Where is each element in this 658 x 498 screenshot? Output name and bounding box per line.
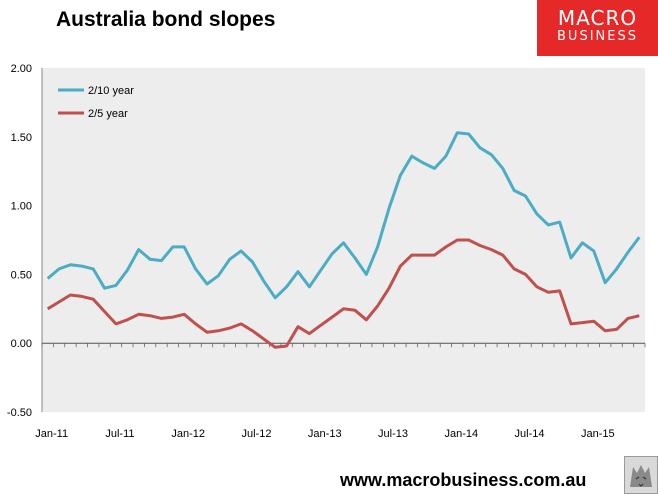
x-tick-label: Jan-14 (444, 428, 478, 440)
legend-label: 2/5 year (88, 108, 128, 120)
wolf-emblem-icon (624, 456, 658, 494)
macrobusiness-logo: MACRO BUSINESS (537, 0, 658, 56)
x-tick-label: Jan-15 (581, 428, 615, 440)
x-tick-label: Jan-12 (171, 428, 205, 440)
plot-area (42, 68, 645, 412)
y-tick-label: 0.00 (11, 338, 32, 350)
y-tick-label: 2.00 (11, 63, 32, 75)
y-tick-label: 1.50 (11, 132, 32, 144)
x-tick-label: Jul-11 (105, 428, 134, 440)
x-tick-label: Jul-14 (515, 428, 545, 440)
line-chart: 2.001.501.000.500.00-0.50 Jan-11 Jul-11 Ja… (7, 63, 646, 440)
x-tick-label: Jan-13 (308, 428, 342, 440)
legend-label: 2/10 year (88, 85, 134, 97)
series-layer (46, 131, 641, 349)
x-axis: Jan-11 Jul-11 Jan-12 Jul-12 Jan-13 Jul-13 Jan-… (35, 342, 646, 440)
series-line-2-10-year (46, 131, 641, 300)
y-tick-label: -0.50 (7, 407, 32, 419)
y-tick-label: 0.50 (11, 269, 32, 281)
x-tick-label: Jul-12 (241, 428, 271, 440)
x-tick-label: Jul-13 (378, 428, 408, 440)
footer-url: www.macrobusiness.com.au (340, 470, 587, 490)
y-axis: 2.00 1.50 1.00 0.50 0.00 -0.50 (7, 63, 43, 419)
series-line-2-5-year (46, 238, 640, 349)
y-tick-label: 1.00 (11, 201, 32, 213)
logo-line-1: MACRO (557, 6, 638, 30)
legend: 2/10 year 2/5 year (58, 85, 134, 120)
chart-title: Australia bond slopes (56, 8, 276, 31)
logo-line-2: BUSINESS (557, 29, 638, 44)
x-tick-label: Jan-11 (35, 428, 68, 440)
